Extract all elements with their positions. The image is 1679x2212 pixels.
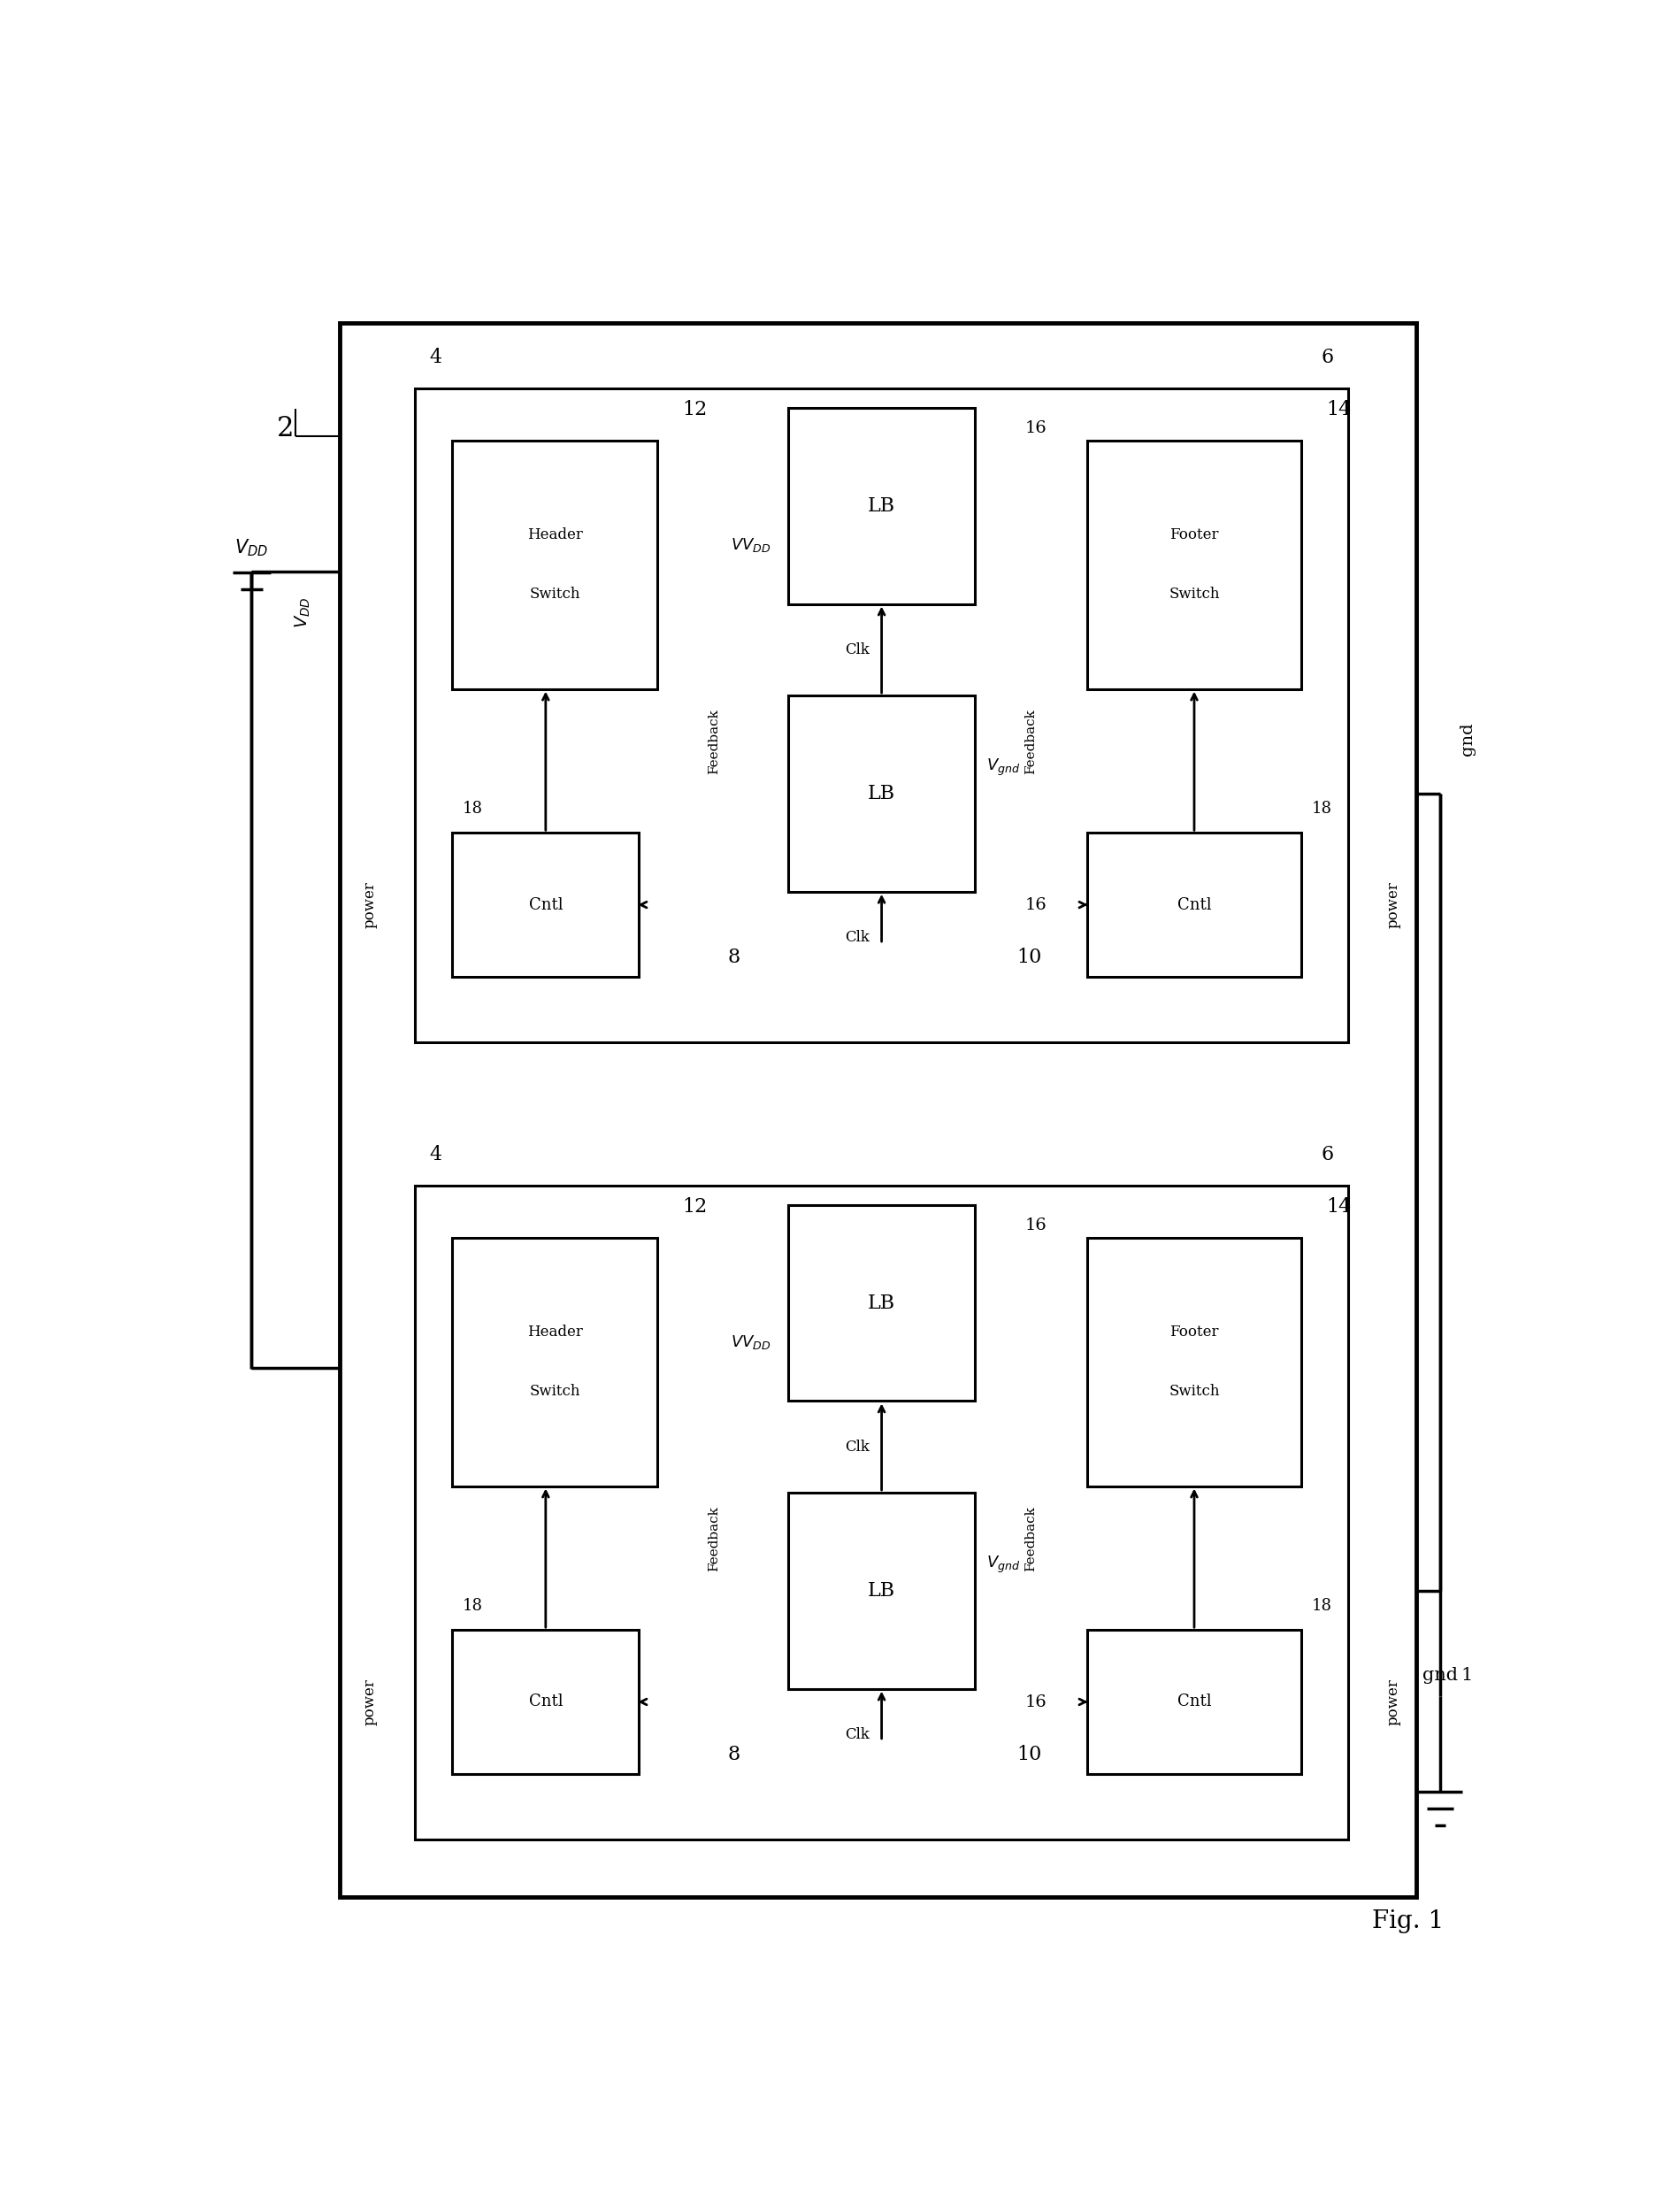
Text: Header: Header	[527, 526, 583, 542]
Text: 18: 18	[462, 1597, 484, 1615]
Bar	[787, 1206, 975, 1400]
Text: 14: 14	[1326, 1197, 1352, 1217]
Text: LB: LB	[868, 783, 895, 803]
Text: LB: LB	[868, 495, 895, 515]
Text: 14: 14	[1326, 400, 1352, 420]
Text: Cntl: Cntl	[1177, 896, 1211, 914]
Text: gnd: gnd	[1422, 1668, 1457, 1683]
Text: Clk: Clk	[845, 641, 870, 657]
Text: 6: 6	[1321, 1146, 1335, 1164]
Text: $VV_{DD}$: $VV_{DD}$	[730, 1334, 771, 1352]
Bar	[1086, 440, 1301, 688]
Text: Clk: Clk	[845, 1728, 870, 1741]
Text: 8: 8	[727, 1745, 740, 1765]
Text: Footer: Footer	[1170, 526, 1219, 542]
Text: 16: 16	[1026, 1217, 1048, 1234]
Text: $V_{DD}$: $V_{DD}$	[235, 538, 269, 560]
Text: Switch: Switch	[529, 1385, 581, 1400]
Text: Footer: Footer	[1170, 1325, 1219, 1340]
Text: Feedback: Feedback	[707, 1506, 720, 1571]
Bar	[341, 323, 1417, 1898]
Text: 6: 6	[1321, 347, 1335, 367]
Text: LB: LB	[868, 1294, 895, 1312]
Text: power: power	[363, 880, 378, 929]
Text: 12: 12	[683, 1197, 707, 1217]
Bar	[415, 1186, 1348, 1838]
Text: Header: Header	[527, 1325, 583, 1340]
Text: Cntl: Cntl	[529, 896, 562, 914]
Text: LB: LB	[868, 1582, 895, 1601]
Text: 18: 18	[1311, 1597, 1331, 1615]
Text: power: power	[1385, 880, 1400, 929]
Text: 16: 16	[1026, 420, 1048, 436]
Text: Clk: Clk	[845, 1440, 870, 1453]
Bar	[787, 407, 975, 604]
Text: 1: 1	[1461, 1668, 1472, 1683]
Bar	[1086, 1237, 1301, 1486]
Bar	[1086, 1630, 1301, 1774]
Text: Feedback: Feedback	[707, 710, 720, 774]
Text: 10: 10	[1017, 949, 1043, 967]
Text: Feedback: Feedback	[1024, 710, 1038, 774]
Bar	[452, 1630, 640, 1774]
Text: power: power	[363, 1679, 378, 1725]
Text: Switch: Switch	[1169, 586, 1219, 602]
Text: $VV_{DD}$: $VV_{DD}$	[730, 538, 771, 555]
Text: Clk: Clk	[845, 929, 870, 945]
Text: gnd: gnd	[1459, 723, 1476, 757]
Text: 10: 10	[1017, 1745, 1043, 1765]
Text: 16: 16	[1026, 898, 1048, 914]
Bar	[1086, 834, 1301, 978]
Text: $V_{gnd}$: $V_{gnd}$	[986, 1555, 1019, 1575]
Text: 4: 4	[430, 347, 442, 367]
Text: Feedback: Feedback	[1024, 1506, 1038, 1571]
Bar	[415, 387, 1348, 1042]
Text: power: power	[1385, 1679, 1400, 1725]
Text: 2: 2	[277, 416, 294, 442]
Bar	[452, 440, 658, 688]
Text: Fig. 1: Fig. 1	[1372, 1909, 1444, 1933]
Bar	[452, 834, 640, 978]
Text: 8: 8	[727, 949, 740, 967]
Text: Cntl: Cntl	[1177, 1694, 1211, 1710]
Bar	[452, 1237, 658, 1486]
Text: Switch: Switch	[529, 586, 581, 602]
Text: 4: 4	[430, 1146, 442, 1164]
Text: 18: 18	[462, 801, 484, 816]
Text: 16: 16	[1026, 1694, 1048, 1710]
Bar	[787, 695, 975, 891]
Text: Switch: Switch	[1169, 1385, 1219, 1400]
Text: 12: 12	[683, 400, 707, 420]
Text: 18: 18	[1311, 801, 1331, 816]
Bar	[787, 1493, 975, 1688]
Text: Cntl: Cntl	[529, 1694, 562, 1710]
Text: $V_{gnd}$: $V_{gnd}$	[986, 757, 1019, 779]
Text: $V_{DD}$: $V_{DD}$	[294, 597, 312, 628]
